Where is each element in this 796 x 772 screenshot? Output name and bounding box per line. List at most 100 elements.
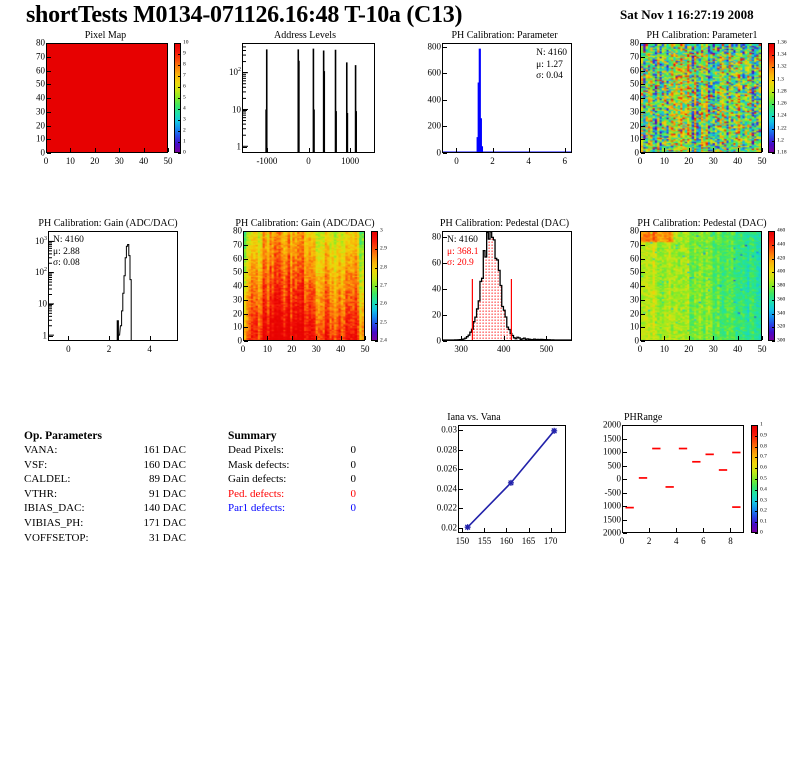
colorbar-tick [178, 120, 181, 121]
op-parameter-row: CALDEL: 89 DAC [24, 473, 204, 488]
x-axis-tick-label: 10 [659, 156, 669, 166]
colorbar-tick-label: 10 [183, 39, 189, 46]
x-axis-tick [456, 148, 458, 152]
colorbar-tick-label: 0.4 [760, 486, 767, 493]
panel-ph-parameter1-map[interactable]: PH Calibration: Parameter1 0 10 20 30 40 50 60… [612, 30, 792, 166]
panel-pedestal-hist[interactable]: PH Calibration: Pedestal (DAC) N: 4160 μ… [412, 218, 597, 354]
colorbar-tick [375, 231, 378, 232]
gain-hist-plot[interactable]: N: 4160 μ: 2.88 σ: 0.08 [48, 231, 178, 341]
pixel-map-plot[interactable] [46, 43, 168, 153]
x-axis-tick [737, 336, 739, 340]
x-axis-tick [340, 336, 342, 340]
x-axis-tick [267, 336, 269, 340]
colorbar-tick-label: 1.22 [777, 124, 787, 131]
colorbar-tick-label: 5 [183, 94, 186, 101]
panel-iana-vs-vana[interactable]: Iana vs. Vana 0.02 0.022 0.024 0.026 0.028 0.… [412, 412, 592, 552]
y-axis-tick-label: 80 [36, 37, 45, 48]
colorbar-tick-label: 1.24 [777, 112, 787, 119]
colorbar-tick [375, 249, 378, 251]
colorbar-tick [772, 258, 775, 260]
x-axis-tick [564, 148, 566, 152]
gain-map-plot[interactable] [243, 231, 365, 341]
panel-phrange[interactable]: PHRange 2000 1500 1000 500 0 -500 1000 1500 2000… [596, 412, 792, 552]
y-axis-tick-label: 10 [233, 321, 242, 332]
iana-vs-vana-plot[interactable] [458, 425, 566, 533]
y-axis-tick [459, 429, 463, 431]
x-axis-tick-label: 30 [708, 344, 718, 354]
summary-row: Dead Pixels: 0 [228, 444, 408, 459]
summary-row: Mask defects: 0 [228, 459, 408, 474]
colorbar-tick-label: 8 [183, 61, 186, 68]
colorbar-tick [755, 435, 758, 437]
y-axis-tick-label: 0 [634, 147, 640, 158]
colorbar-tick-label: 1 [183, 138, 186, 145]
panel-pixel-map[interactable]: Pixel Map 0 10 20 30 40 50 60 70 80 0 10 20 30 40 50 0 1… [18, 30, 193, 166]
colorbar-tick [772, 341, 775, 342]
y-axis-tick [641, 244, 645, 246]
panel-address-levels[interactable]: Address Levels 1 10 102 -1000 0 1000 [215, 30, 395, 166]
x-axis-tick [528, 528, 530, 532]
op-parameter-row: VSF: 160 DAC [24, 459, 204, 474]
x-axis-tick-label: 10 [65, 156, 75, 166]
op-parameters-heading: Op. Parameters [24, 430, 102, 442]
x-axis-tick [664, 148, 666, 152]
panel-pedestal-map[interactable]: PH Calibration: Pedestal (DAC) 0 10 20 30 40… [612, 218, 792, 354]
op-parameter-row: VOFFSETOP: 31 DAC [24, 532, 204, 547]
ph-parameter-plot[interactable]: N: 4160 μ: 1.27 σ: 0.04 [442, 43, 572, 153]
x-axis-tick-label: 160 [499, 536, 514, 546]
colorbar-tick [772, 91, 775, 93]
colorbar-tick [178, 142, 181, 143]
y-axis-tick-label: 70 [36, 51, 45, 62]
ph-parameter-canvas [443, 48, 571, 152]
ph-parameter1-colorbar [768, 43, 775, 153]
panel-gain-map[interactable]: PH Calibration: Gain (ADC/DAC) 0 10 20 30 40… [215, 218, 395, 354]
colorbar-tick-label: 3 [183, 116, 186, 123]
colorbar-tick [755, 468, 758, 470]
y-axis-tick [641, 299, 645, 301]
pedestal-hist-plot[interactable]: N: 4160 μ: 368.1 σ: 20.9 [442, 231, 572, 341]
ph-parameter1-map-plot[interactable] [640, 43, 762, 153]
panel-ph-parameter[interactable]: PH Calibration: Parameter N: 4160 μ: 1.2… [412, 30, 597, 166]
summary-key: Mask defects: [228, 458, 290, 471]
op-parameter-key: VSF: [24, 458, 48, 471]
colorbar-tick-label: 440 [777, 241, 786, 247]
colorbar-tick [772, 67, 775, 69]
op-parameter-value: 31 DAC [149, 531, 186, 544]
x-axis-tick-label: 50 [163, 156, 173, 166]
x-axis-tick-label: 165 [521, 536, 536, 546]
y-axis-tick [244, 286, 248, 287]
colorbar-tick [755, 522, 758, 524]
colorbar-tick-label: 2.7 [380, 282, 387, 289]
x-axis-tick [528, 148, 530, 152]
x-axis-tick [492, 148, 494, 152]
pedestal-map-plot[interactable] [640, 231, 762, 341]
stats-n: N: 4160 [536, 48, 567, 58]
y-axis-tick [641, 70, 645, 72]
y-axis-tick-label: 1500 [603, 514, 621, 524]
op-parameters-rows: VANA: 161 DAC VSF: 160 DAC CALDEL: 89 DAC VTHR… [24, 444, 204, 546]
stats-mu: μ: 368.1 [447, 246, 479, 257]
op-parameter-key: VIBIAS_PH: [24, 516, 84, 529]
phrange-plot[interactable] [622, 425, 744, 533]
y-axis-tick-label: 40 [630, 92, 639, 103]
panel-gain-hist[interactable]: PH Calibration: Gain (ADC/DAC) N: 4160 μ… [18, 218, 198, 354]
x-axis-tick-label: 20 [684, 344, 694, 354]
op-parameter-value: 160 DAC [143, 458, 186, 471]
address-levels-plot[interactable] [242, 43, 375, 153]
x-axis-tick [350, 148, 352, 152]
y-axis-tick-label: 0 [237, 335, 243, 346]
pedestal-hist-canvas [443, 232, 571, 340]
x-axis-tick [762, 336, 763, 340]
y-axis-tick [244, 341, 248, 342]
y-axis-tick-label: 1000 [603, 446, 621, 457]
y-axis-tick [47, 125, 51, 127]
y-axis-tick-label: -500 [604, 487, 622, 497]
panel-title-ph-parameter: PH Calibration: Parameter [451, 30, 558, 41]
colorbar-tick [178, 109, 181, 110]
colorbar-tick-label: 460 [777, 227, 786, 234]
x-axis-tick [713, 148, 715, 152]
y-axis-tick-label: 40 [630, 280, 639, 291]
op-parameter-value: 91 DAC [149, 487, 186, 500]
summary-key: Ped. defects: [228, 487, 285, 500]
colorbar-tick-label: 6 [183, 83, 186, 90]
